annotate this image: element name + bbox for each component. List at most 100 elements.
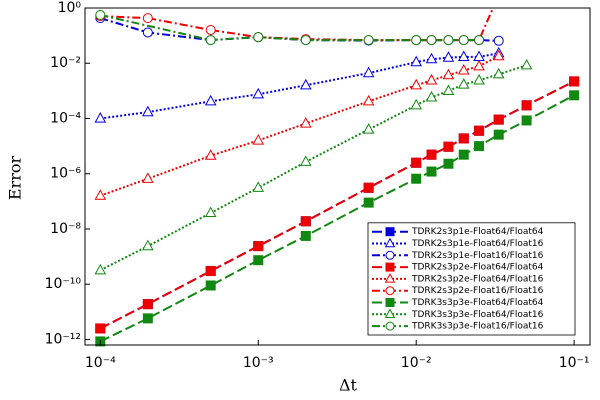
marker (204, 206, 217, 218)
marker (411, 35, 422, 46)
marker (385, 250, 395, 260)
marker (205, 280, 216, 291)
legend-label: TDRK2s3p1e-Float64/Float16 (411, 239, 544, 249)
legend: TDRK2s3p1e-Float64/Float64 TDRK2s3p1e-Flo… (367, 222, 576, 336)
marker (442, 84, 455, 95)
x-tick-label: 10⁻⁴ (85, 355, 116, 371)
legend-label: TDRK2s3p1e-Float16/Float16 (411, 251, 544, 261)
marker (300, 35, 311, 46)
marker (94, 112, 107, 123)
y-tick-label: 10⁻² (50, 55, 81, 71)
marker (362, 123, 375, 134)
marker (205, 266, 216, 277)
marker (252, 87, 265, 99)
marker (142, 299, 153, 310)
marker (474, 125, 485, 136)
legend-label: TDRK3s3p3e-Float64/Float16 (411, 310, 544, 320)
marker (384, 308, 396, 318)
marker (385, 262, 395, 272)
marker (410, 55, 422, 67)
marker (457, 63, 470, 75)
marker (521, 115, 532, 126)
legend-label: TDRK3s3p3e-Float16/Float16 (411, 322, 544, 332)
marker (385, 286, 395, 296)
marker (457, 50, 470, 61)
y-tick-label: 10⁻⁶ (50, 166, 81, 182)
marker (410, 78, 422, 90)
marker (252, 181, 265, 192)
y-tick-label: 10⁻⁴ (50, 110, 81, 126)
marker (205, 35, 216, 46)
marker (142, 13, 153, 24)
marker (443, 158, 454, 169)
marker (385, 298, 395, 307)
marker (253, 241, 264, 252)
series-line (100, 52, 499, 120)
marker (426, 35, 437, 46)
marker (569, 76, 580, 87)
y-axis-label: Error (6, 156, 25, 201)
marker (362, 66, 375, 78)
series-line (100, 17, 499, 42)
marker (253, 32, 264, 43)
y-tick-label: 10⁰ (58, 0, 82, 16)
marker (492, 49, 505, 61)
legend-label: TDRK2s3p1e-Float64/Float64 (411, 227, 544, 237)
marker (473, 73, 485, 85)
marker (426, 166, 437, 177)
x-tick-label: 10⁻² (401, 355, 432, 371)
marker (474, 141, 485, 152)
marker (457, 78, 470, 89)
legend-box (367, 222, 576, 336)
legend-label: TDRK2s3p2e-Float64/Float64 (411, 263, 544, 273)
x-tick-label: 10⁻¹ (559, 355, 590, 371)
marker (362, 94, 375, 106)
marker (142, 105, 154, 117)
marker (253, 255, 264, 266)
marker (458, 149, 469, 160)
marker (252, 134, 265, 145)
marker (363, 35, 374, 46)
y-tick-label: 10⁻¹² (45, 331, 81, 347)
marker (426, 149, 437, 160)
marker (384, 273, 396, 283)
marker (94, 263, 107, 275)
marker (492, 67, 505, 79)
series-line (100, 8, 495, 42)
marker (385, 227, 395, 237)
marker (94, 189, 107, 200)
series-line (99, 80, 575, 330)
marker (473, 59, 485, 71)
series-line (99, 55, 500, 197)
marker (300, 78, 312, 90)
marker (142, 27, 153, 38)
legend-label: TDRK2s3p2e-Float16/Float16 (411, 286, 544, 296)
marker (458, 35, 469, 46)
plot-area (94, 8, 580, 347)
axes-frame (84, 7, 591, 346)
marker (521, 100, 532, 111)
marker (300, 117, 312, 128)
marker (569, 90, 580, 101)
x-axis-label: Δt (339, 376, 358, 395)
x-tick-label: 10⁻³ (243, 355, 274, 371)
marker (493, 114, 504, 125)
marker (142, 172, 154, 183)
marker (443, 141, 454, 152)
legend-label: TDRK3s3p3e-Float64/Float64 (411, 298, 544, 308)
marker (204, 149, 217, 160)
marker (385, 321, 395, 331)
marker (520, 58, 533, 70)
marker (410, 98, 422, 110)
y-tick-label: 10⁻¹⁰ (45, 276, 82, 292)
marker (425, 73, 438, 85)
marker (142, 313, 153, 324)
marker (204, 94, 217, 106)
marker (474, 35, 485, 46)
marker (300, 216, 311, 227)
marker (363, 182, 374, 193)
marker (142, 239, 154, 251)
marker (205, 24, 216, 35)
